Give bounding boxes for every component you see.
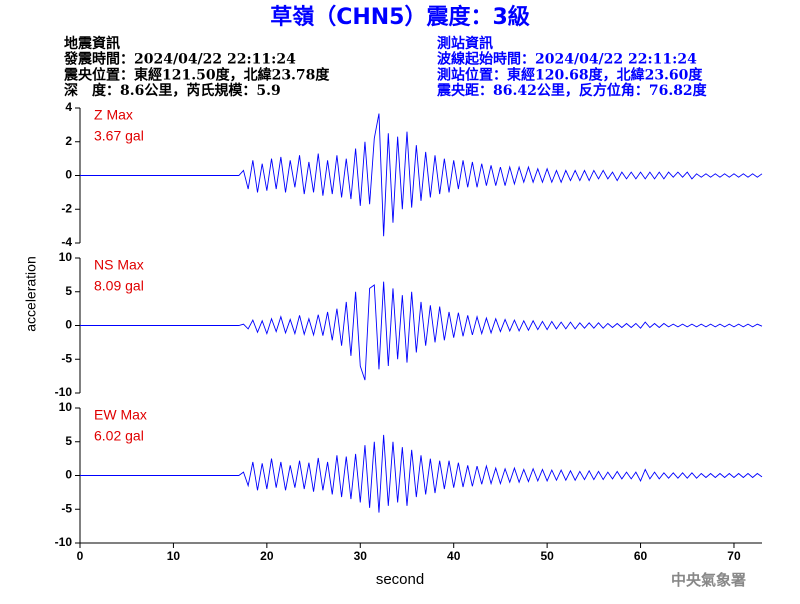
- footer: 中央氣象署: [671, 571, 746, 589]
- y-tick-label: 5: [65, 434, 72, 448]
- y-tick-label: -5: [61, 501, 72, 515]
- y-tick-label: 0: [65, 468, 72, 482]
- info-line: 發震時間：2024/04/22 22:11:24: [63, 51, 296, 68]
- series-name: NS Max: [94, 257, 144, 273]
- y-tick-label: -2: [61, 201, 72, 215]
- y-tick-label: -10: [55, 535, 73, 549]
- info-line: 測站資訊: [437, 35, 493, 52]
- info-line: 震央位置：東經121.50度，北緯23.78度: [63, 66, 330, 83]
- trace: [80, 281, 763, 381]
- series-name: EW Max: [94, 407, 147, 423]
- series-annotation: 8.09 gal: [94, 278, 144, 294]
- info-line: 深 度：8.6公里，芮氏規模：5.9: [64, 82, 281, 99]
- info-line: 震央距：86.42公里，反方位角：76.82度: [436, 82, 708, 99]
- y-tick-label: -4: [61, 235, 72, 249]
- y-axis-label: acceleration: [23, 256, 39, 332]
- x-tick-label: 20: [260, 549, 274, 563]
- info-line: 測站位置：東經120.68度，北緯23.60度: [437, 66, 703, 83]
- info-line: 地震資訊: [64, 35, 120, 52]
- y-tick-label: 10: [59, 250, 73, 264]
- series-name: Z Max: [94, 107, 133, 123]
- x-tick-label: 40: [447, 549, 461, 563]
- x-tick-label: 60: [634, 549, 648, 563]
- series-annotation: 6.02 gal: [94, 428, 144, 444]
- y-tick-label: 2: [65, 134, 72, 148]
- y-tick-label: 4: [65, 100, 72, 114]
- series-annotation: 3.67 gal: [94, 128, 144, 144]
- x-tick-label: 50: [540, 549, 554, 563]
- y-tick-label: 5: [65, 284, 72, 298]
- x-tick-label: 0: [77, 549, 84, 563]
- y-tick-label: 10: [59, 400, 73, 414]
- y-tick-label: -5: [61, 351, 72, 365]
- y-tick-label: -10: [55, 385, 73, 399]
- info-line: 波線起始時間：2024/04/22 22:11:24: [437, 51, 697, 68]
- x-axis-label: second: [376, 571, 424, 588]
- x-tick-label: 30: [354, 549, 368, 563]
- y-tick-label: 0: [65, 318, 72, 332]
- trace: [80, 434, 763, 513]
- y-tick-label: 0: [65, 168, 72, 182]
- x-tick-label: 10: [167, 549, 181, 563]
- x-tick-label: 70: [727, 549, 741, 563]
- trace: [80, 113, 763, 237]
- chart-title: 草嶺（CHN5）震度：3級: [270, 4, 530, 30]
